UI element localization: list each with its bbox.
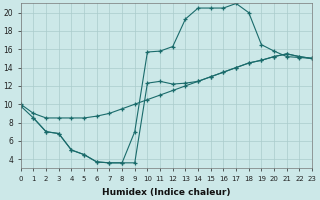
X-axis label: Humidex (Indice chaleur): Humidex (Indice chaleur)	[102, 188, 231, 197]
